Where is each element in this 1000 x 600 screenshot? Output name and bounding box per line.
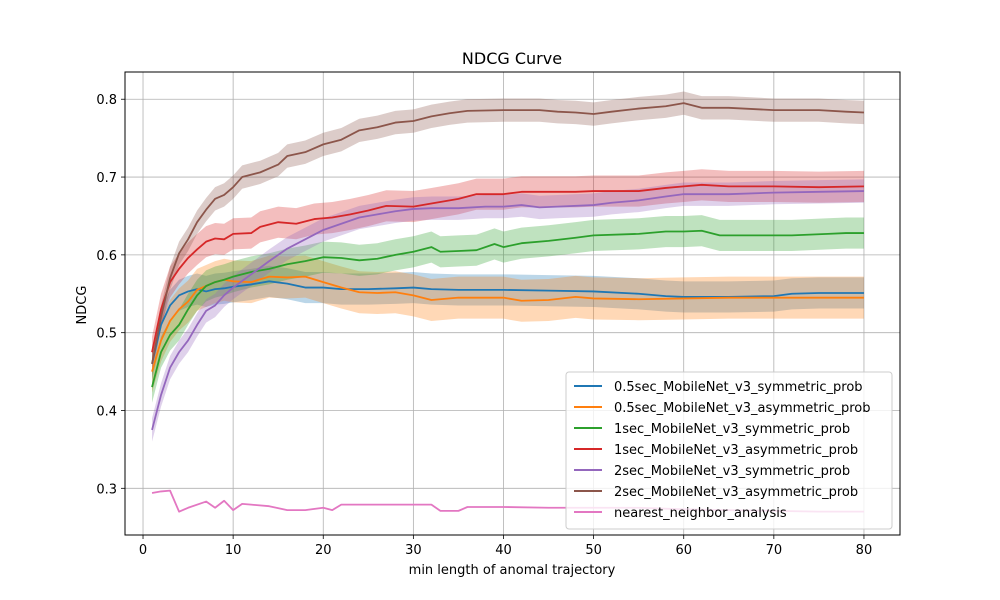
axis-ticks: 0 10 20 30 40 50 60 70 80 0.3 0.4 0.5 0.6 0.7 0.8 (96, 93, 872, 558)
plot-frame (124, 71, 901, 536)
y-tick-label: 0.4 (96, 404, 117, 419)
series-band-5 (152, 91, 864, 376)
series-band-3 (152, 169, 864, 368)
series-line-2 (151, 229, 864, 388)
series-line-3 (151, 183, 864, 353)
x-tick-label: 30 (405, 543, 422, 558)
y-tick-label: 0.5 (96, 327, 117, 342)
y-tick-label: 0.3 (96, 482, 117, 497)
x-tick-label: 10 (225, 543, 242, 558)
x-tick-label: 40 (495, 543, 512, 558)
y-tick-label: 0.8 (96, 93, 117, 108)
y-tick-label: 0.7 (96, 171, 117, 186)
x-tick-label: 20 (315, 543, 332, 558)
series-band-1 (152, 255, 864, 393)
y-axis-label: NDCG (75, 286, 90, 325)
legend-box (565, 371, 893, 530)
legend-entry: 2sec_MobileNet_v3_asymmetric_prob (614, 485, 858, 500)
legend-entry: 0.5sec_MobileNet_v3_symmetric_prob (614, 380, 863, 395)
legend: 0.5sec_MobileNet_v3_symmetric_prob 0.5sec… (565, 371, 893, 530)
x-tick-label: 60 (675, 543, 692, 558)
series-line-1 (151, 275, 864, 372)
series-band-2 (152, 215, 864, 403)
legend-entry: 0.5sec_MobileNet_v3_asymmetric_prob (614, 401, 871, 416)
confidence-bands (152, 91, 864, 442)
legend-entry: 1sec_MobileNet_v3_symmetric_prob (614, 422, 850, 437)
y-tick-label: 0.6 (96, 249, 117, 264)
x-tick-label: 70 (766, 543, 783, 558)
legend-entry: 2sec_MobileNet_v3_symmetric_prob (614, 464, 850, 479)
legend-entry: 1sec_MobileNet_v3_asymmetric_prob (614, 443, 858, 458)
series-line-5 (151, 102, 864, 364)
x-tick-label: 0 (139, 543, 147, 558)
legend-entry: nearest_neighbor_analysis (614, 506, 787, 521)
series-band-0 (152, 265, 864, 380)
x-tick-label: 80 (856, 543, 873, 558)
chart-title: NDCG Curve (462, 49, 562, 68)
x-tick-label: 50 (585, 543, 602, 558)
series-line-4 (151, 190, 864, 431)
x-axis-label: min length of anomal trajectory (409, 563, 616, 578)
